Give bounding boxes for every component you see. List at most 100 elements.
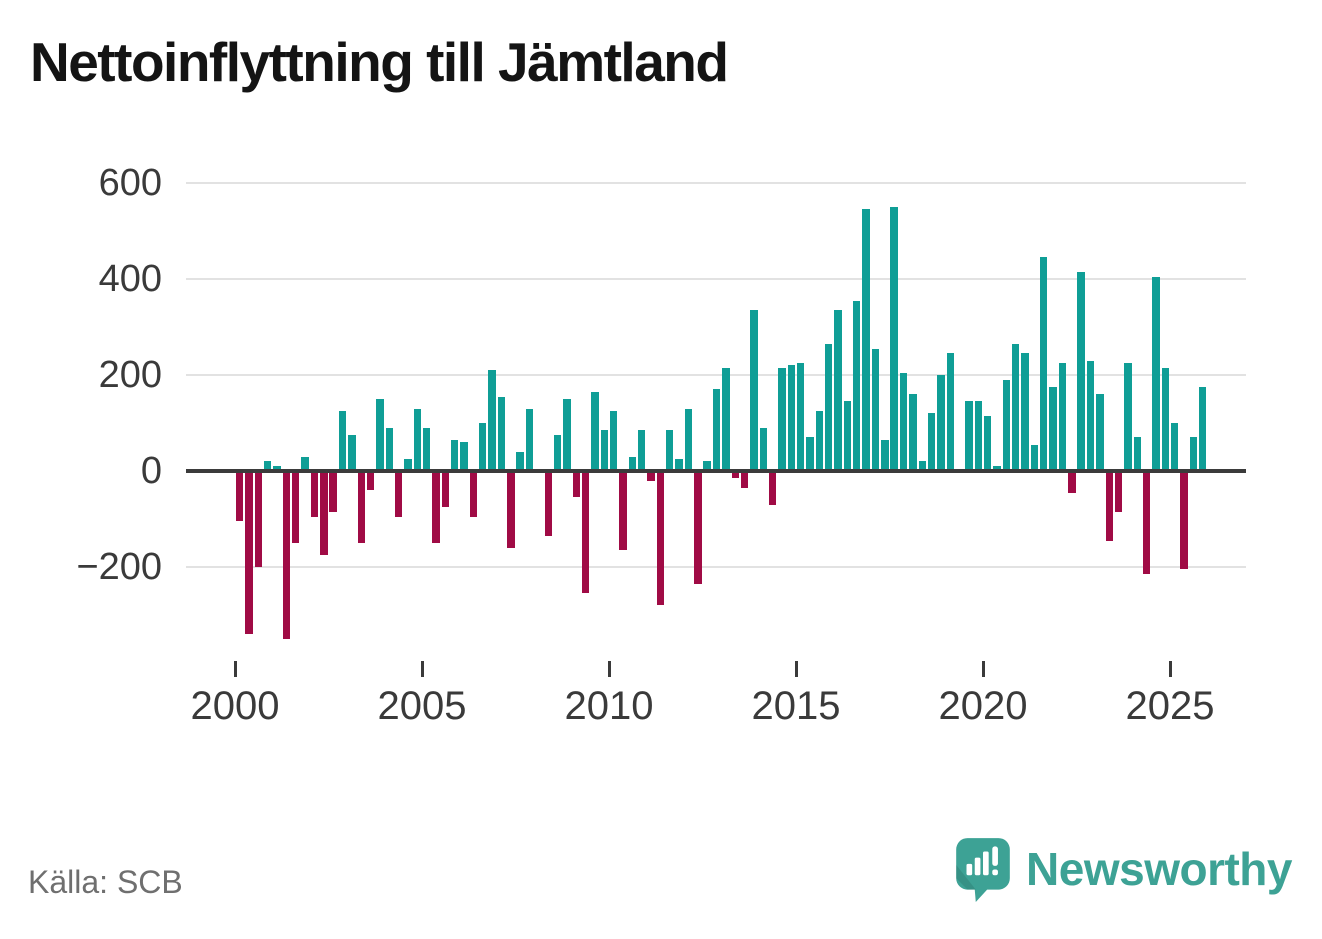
bar-2015q2 xyxy=(806,437,814,471)
bar-2006q2 xyxy=(469,471,478,517)
bar-2007q2 xyxy=(507,471,515,548)
bar-2017q4 xyxy=(899,372,908,471)
bar-2003q3 xyxy=(366,471,375,491)
bar-2021q2 xyxy=(1030,444,1039,471)
bar-2025q1 xyxy=(1170,423,1179,471)
bar-2011q1 xyxy=(647,471,655,481)
bar-2001q4 xyxy=(301,456,309,471)
bar-2023q4 xyxy=(1124,363,1132,471)
bar-2008q4 xyxy=(563,399,571,471)
bar-2011q3 xyxy=(666,430,674,471)
x-axis-label-2010: 2010 xyxy=(564,684,654,728)
bar-2000q4 xyxy=(264,461,272,471)
bar-2015q4 xyxy=(825,343,833,471)
bar-2002q3 xyxy=(329,471,337,512)
y-axis-label-400: 400 xyxy=(98,258,162,300)
bar-2000q2 xyxy=(245,471,253,635)
bar-2023q2 xyxy=(1105,471,1113,541)
newsworthy-wordmark: Newsworthy xyxy=(1026,843,1292,895)
logo-shade xyxy=(956,864,976,890)
bar-2001q1 xyxy=(273,466,281,471)
bar-2012q1 xyxy=(684,408,693,471)
bar-2005q4 xyxy=(451,439,459,471)
x-tick-mark-2010 xyxy=(607,661,611,677)
bar-2015q3 xyxy=(815,411,824,471)
bar-2024q3 xyxy=(1152,276,1160,471)
bar-2008q2 xyxy=(544,471,552,536)
y-axis-label--200: −200 xyxy=(76,546,162,588)
bar-2009q2 xyxy=(581,471,590,594)
bar-2004q4 xyxy=(413,408,422,471)
bar-2000q3 xyxy=(254,471,263,567)
bar-2002q4 xyxy=(338,411,347,471)
bar-2024q4 xyxy=(1161,367,1170,471)
bar-2011q2 xyxy=(656,471,665,606)
bar-2010q4 xyxy=(638,430,646,471)
bar-2007q4 xyxy=(525,408,534,471)
bar-2001q2 xyxy=(282,471,291,639)
bar-2019q4 xyxy=(974,401,983,471)
bar-2014q4 xyxy=(787,365,796,471)
zero-line xyxy=(186,469,1246,473)
bar-2017q3 xyxy=(890,207,898,471)
bar-2006q3 xyxy=(479,423,487,471)
y-axis-label-600: 600 xyxy=(98,162,162,204)
bar-2013q2 xyxy=(731,471,739,479)
bar-2003q4 xyxy=(376,399,384,471)
bar-2005q1 xyxy=(422,427,431,471)
y-axis-label-0: 0 xyxy=(140,450,162,492)
bar-2002q2 xyxy=(320,471,328,555)
bar-2018q4 xyxy=(937,375,945,471)
bar-2001q3 xyxy=(292,471,300,543)
bar-2016q3 xyxy=(853,300,861,471)
gridline-600 xyxy=(186,182,1246,184)
bar-2020q2 xyxy=(993,466,1001,471)
x-axis-label-2015: 2015 xyxy=(751,684,841,728)
bar-2023q1 xyxy=(1096,394,1104,471)
bar-2002q1 xyxy=(310,471,319,517)
bar-2016q2 xyxy=(843,401,852,471)
y-axis-label-200: 200 xyxy=(98,354,162,396)
bar-2022q1 xyxy=(1058,363,1067,471)
bar-2007q1 xyxy=(497,396,506,471)
bar-2012q2 xyxy=(694,471,702,584)
gridline-200 xyxy=(186,374,1246,376)
bar-2018q2 xyxy=(918,461,926,471)
bar-2021q1 xyxy=(1021,353,1029,471)
bar-2017q1 xyxy=(871,348,880,471)
bar-2004q3 xyxy=(404,459,412,471)
bar-2003q1 xyxy=(348,435,356,471)
gridline-−200 xyxy=(186,566,1246,568)
bar-2020q4 xyxy=(1012,343,1020,471)
bar-2013q1 xyxy=(722,367,730,471)
bar-2009q1 xyxy=(572,471,580,498)
x-tick-mark-2025 xyxy=(1168,661,1172,677)
bar-2013q3 xyxy=(740,471,749,488)
newsworthy-logo: Newsworthy xyxy=(954,836,1292,902)
bar-2014q3 xyxy=(778,367,786,471)
bar-2015q1 xyxy=(796,363,805,471)
bar-2012q3 xyxy=(703,461,711,471)
x-tick-mark-2015 xyxy=(794,661,798,677)
bar-2020q3 xyxy=(1002,379,1011,471)
bar-2024q1 xyxy=(1133,437,1141,471)
bar-2004q2 xyxy=(394,471,403,517)
bar-2022q2 xyxy=(1068,471,1076,493)
bar-2024q2 xyxy=(1142,471,1151,575)
bar-2004q1 xyxy=(385,427,393,471)
bar-2007q3 xyxy=(516,451,524,471)
x-axis-label-2020: 2020 xyxy=(938,684,1028,728)
bar-2005q2 xyxy=(432,471,440,543)
bar-2005q3 xyxy=(441,471,450,507)
bar-2013q4 xyxy=(750,310,758,471)
bar-2010q1 xyxy=(609,411,618,471)
bar-2017q2 xyxy=(881,439,889,471)
gridline-400 xyxy=(186,278,1246,280)
bar-2022q4 xyxy=(1086,360,1095,471)
bar-2011q4 xyxy=(675,459,683,471)
bar-2019q1 xyxy=(946,353,954,471)
bar-2003q2 xyxy=(357,471,365,543)
source-label: Källa: SCB xyxy=(28,864,183,900)
bar-2010q3 xyxy=(628,456,637,471)
